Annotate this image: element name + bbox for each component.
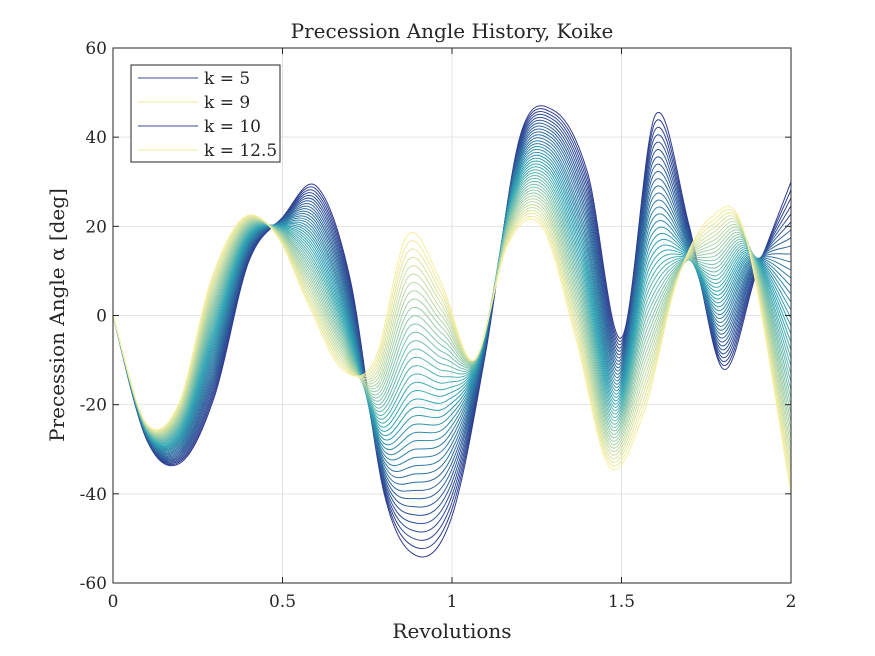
legend: k = 5 k = 9 k = 10 k = 12.5 [130,64,281,163]
series-line-13 [112,140,792,467]
series-line-21 [112,163,792,446]
legend-label-4: k = 12.5 [204,141,277,161]
series-line-31 [112,192,792,438]
series-line-12 [112,137,792,472]
y-axis-label: Precession Angle α [deg] [45,188,69,442]
legend-label-1: k = 5 [204,69,250,89]
series-line-10 [112,131,792,485]
series-line-30 [112,189,792,438]
series-line-27 [112,180,792,441]
series-line-32 [112,195,792,442]
legend-label-2: k = 9 [204,93,250,113]
series-line-24 [112,172,792,444]
series-line-23 [112,169,792,444]
legend-box [130,64,281,163]
y-tick-label: -20 [80,396,107,416]
series-line-15 [112,145,792,455]
series-line-22 [112,166,792,445]
curve-family [112,105,792,558]
legend-label-3: k = 10 [204,117,261,137]
series-line-25 [112,175,792,443]
series-line-11 [112,134,792,479]
series-line-6 [112,119,792,516]
series-line-14 [112,143,792,461]
x-tick-label: 0.5 [269,592,296,612]
series-line-8 [112,125,792,500]
series-line-4 [112,113,792,533]
series-line-17 [112,151,792,450]
series-line-29 [112,186,792,439]
series-line-28 [112,183,792,440]
series-line-26 [112,177,792,442]
series-line-16 [112,148,792,451]
series-line-34 [112,201,792,449]
series-line-19 [112,157,792,448]
y-tick-label: 0 [96,307,107,327]
series-line-3 [112,111,792,541]
series-line-40 [112,205,792,494]
y-tick-label: 20 [85,217,107,237]
y-tick-label: 40 [85,128,107,148]
chart-title: Precession Angle History, Koike [291,19,614,43]
x-tick-label: 1.5 [608,592,635,612]
y-tick-label: -40 [80,485,107,505]
x-tick-label: 0 [108,592,119,612]
x-tick-label: 2 [786,592,797,612]
x-tick-label: 1 [447,592,458,612]
series-line-20 [112,160,792,447]
series-line-5 [112,116,792,525]
series-line-7 [112,122,792,508]
series-line-18 [112,154,792,449]
x-axis-label: Revolutions [392,619,511,643]
y-tick-label: -60 [80,574,107,594]
series-line-9 [112,128,792,492]
axis-ticks: 0 0.5 1 1.5 2 -60 -40 -20 0 20 40 60 [80,39,797,612]
y-tick-label: 60 [85,39,107,59]
